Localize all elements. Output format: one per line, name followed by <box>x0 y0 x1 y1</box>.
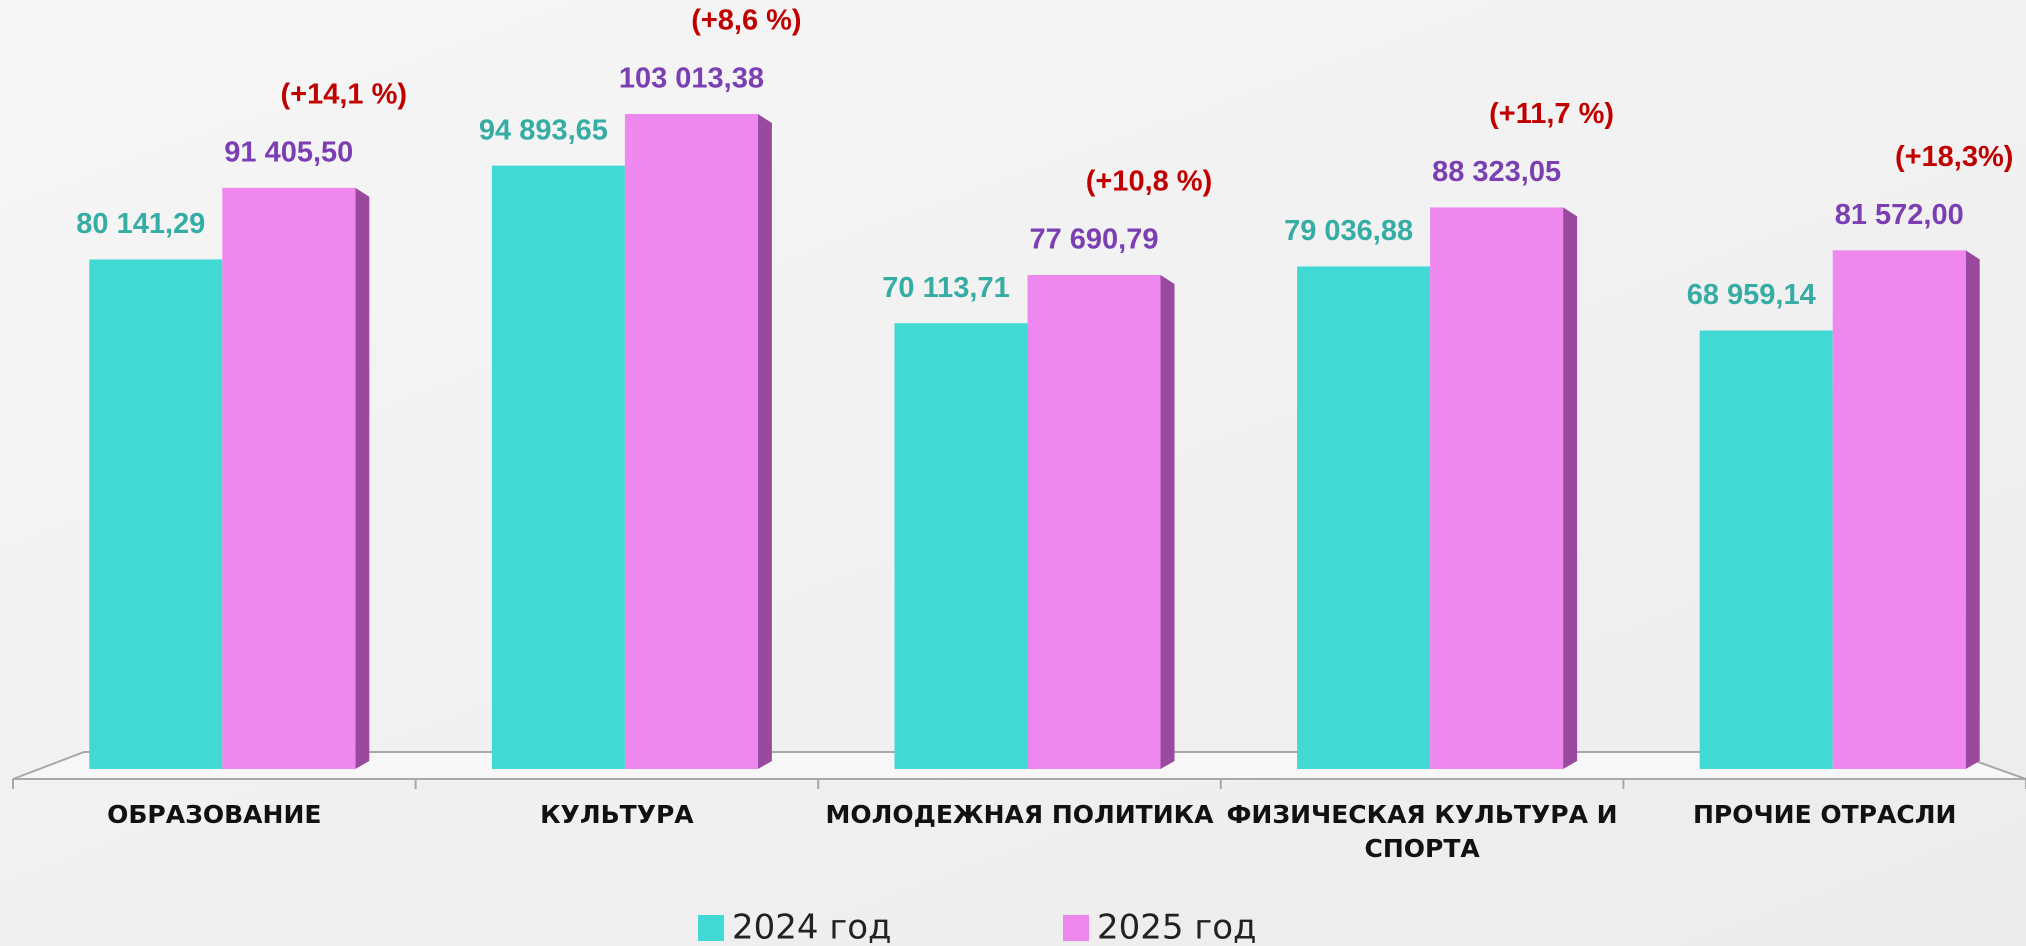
annotation: (+14,1 %) <box>281 78 408 110</box>
category-label: ПРОЧИЕ ОТРАСЛИ <box>1623 798 2026 832</box>
bar-side <box>758 114 772 769</box>
value-label: 68 959,14 <box>1687 279 1816 311</box>
value-label: 81 572,00 <box>1835 199 1964 231</box>
value-label: 103 013,38 <box>619 63 764 95</box>
bar <box>89 259 222 769</box>
value-label: 79 036,88 <box>1284 215 1413 247</box>
bar <box>1430 207 1563 769</box>
bar-side <box>1563 207 1577 769</box>
bar <box>895 323 1028 769</box>
category-label: КУЛЬТУРА <box>416 798 819 832</box>
value-label: 88 323,05 <box>1432 156 1561 188</box>
legend-swatch <box>1063 915 1089 941</box>
value-label: 80 141,29 <box>76 208 205 240</box>
annotation: (+10,8 %) <box>1086 166 1213 198</box>
legend-swatch <box>698 915 724 941</box>
value-label: 77 690,79 <box>1029 224 1158 256</box>
bar <box>1700 331 1833 769</box>
bar <box>222 188 355 769</box>
bar <box>625 114 758 769</box>
bar <box>1833 250 1966 769</box>
category-label: ОБРАЗОВАНИЕ <box>13 798 416 832</box>
value-label: 94 893,65 <box>479 114 608 146</box>
bar-side <box>1966 250 1980 769</box>
legend-label: 2024 год <box>732 908 892 946</box>
value-label: 70 113,71 <box>882 272 1009 304</box>
bar-side <box>1161 275 1175 769</box>
annotation: (+11,7 %) <box>1489 98 1614 130</box>
annotation: (+8,6 %) <box>691 5 801 37</box>
bar <box>492 166 625 769</box>
legend-label: 2025 год <box>1097 908 1257 946</box>
value-label: 91 405,50 <box>224 136 353 168</box>
category-label: ФИЗИЧЕСКАЯ КУЛЬТУРА И СПОРТА <box>1221 798 1624 866</box>
category-label: МОЛОДЕЖНАЯ ПОЛИТИКА <box>818 798 1221 832</box>
page: 80 141,29 91 405,50 (+14,1 %) 94 893,65 103 … <box>0 0 2026 946</box>
bar <box>1028 275 1161 769</box>
annotation: (+18,3%) <box>1895 141 2013 173</box>
bar-side <box>355 188 369 769</box>
bar <box>1297 266 1430 769</box>
